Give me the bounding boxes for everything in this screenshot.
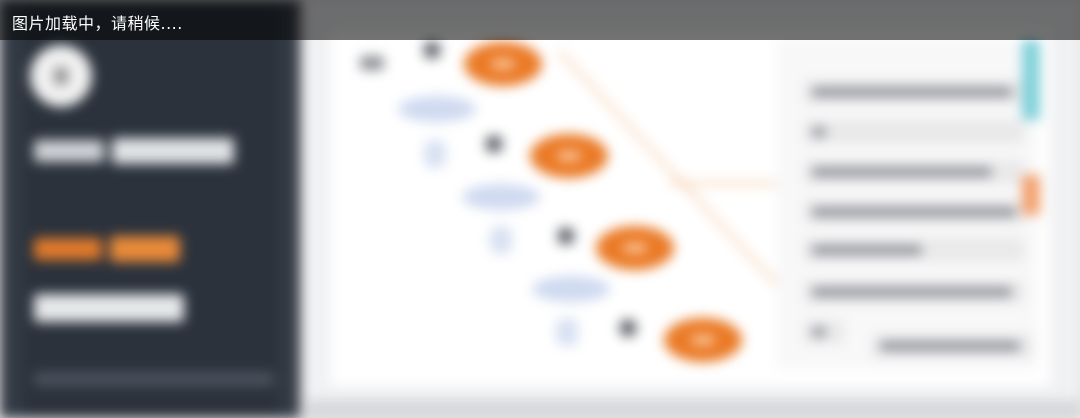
side-list	[776, 40, 1038, 370]
person-icon	[424, 42, 440, 58]
sidebar-text-blurred	[34, 294, 184, 322]
cloud-shape	[532, 276, 610, 302]
orange-node	[530, 134, 608, 178]
orange-node	[596, 226, 674, 270]
orange-node	[464, 42, 542, 86]
database-icon	[490, 226, 512, 254]
list-item-blurred	[804, 80, 1024, 104]
list-item-blurred	[872, 334, 1032, 358]
loading-banner: 图片加载中，请稍候....	[0, 0, 1080, 40]
person-icon	[360, 56, 384, 70]
sidebar-text-blurred	[34, 140, 104, 162]
scroll-accent	[1022, 40, 1040, 120]
avatar-icon	[30, 45, 92, 107]
list-item-blurred	[804, 320, 844, 344]
connector-line	[670, 182, 790, 185]
list-item-blurred	[804, 200, 1024, 224]
list-item-blurred	[804, 238, 1024, 262]
database-icon	[424, 140, 446, 168]
person-icon	[620, 320, 636, 336]
list-item-blurred	[804, 120, 1024, 144]
sidebar-highlight-blurred	[110, 236, 180, 262]
sidebar-footer-blurred	[34, 372, 274, 386]
database-icon	[556, 318, 578, 346]
scroll-accent	[1022, 175, 1040, 215]
list-item-blurred	[804, 160, 1024, 184]
person-icon	[486, 136, 502, 152]
canvas-bottom-strip	[306, 400, 1080, 418]
cloud-shape	[462, 184, 540, 210]
person-icon	[558, 228, 574, 244]
sidebar-highlight-blurred	[34, 238, 102, 260]
list-item-blurred	[804, 280, 1024, 304]
cloud-shape	[398, 96, 476, 122]
orange-node	[664, 318, 742, 362]
loading-message: 图片加载中，请稍候....	[12, 14, 183, 33]
sidebar-panel	[0, 0, 300, 418]
sidebar-text-blurred	[112, 138, 234, 164]
